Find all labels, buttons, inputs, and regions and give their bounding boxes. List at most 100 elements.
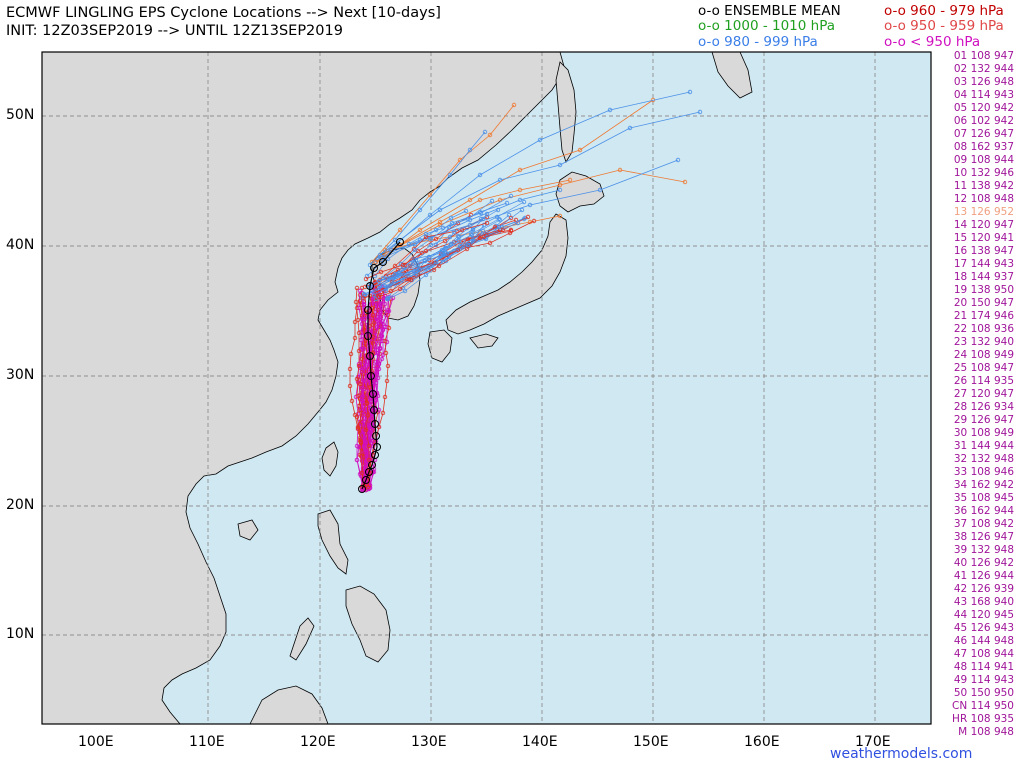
member-entry: 09 108 944: [953, 154, 1014, 166]
mean-track-point: [396, 238, 404, 246]
track-point: [361, 386, 367, 392]
y-tick-30n: 30N: [6, 367, 35, 383]
track-point: [607, 107, 613, 113]
track-point: [477, 197, 483, 203]
track-point: [423, 234, 429, 240]
member-track-tail: [381, 189, 561, 259]
track-point: [356, 330, 362, 336]
track-point: [383, 288, 389, 294]
track-point: [577, 147, 583, 153]
track-point: [484, 220, 490, 226]
track-point: [348, 351, 354, 357]
track-point: [399, 277, 405, 283]
land-luzon: [317, 509, 349, 575]
track-point: [506, 212, 512, 218]
member-entry: 39 132 948: [953, 544, 1014, 556]
track-point: [377, 282, 383, 288]
land-palawan: [289, 617, 315, 661]
member-track-tail: [378, 230, 512, 298]
track-point: [428, 242, 434, 248]
member-track-tail: [361, 227, 468, 299]
track-point: [687, 89, 693, 95]
track-point: [375, 350, 381, 356]
land-borneo: [249, 685, 329, 725]
mean-track-point: [370, 406, 378, 414]
member-entry: 36 162 944: [953, 505, 1014, 517]
track-point: [627, 125, 633, 131]
track-point: [489, 198, 495, 204]
track-point: [363, 427, 369, 433]
credit-text: weathermodels.com: [830, 746, 973, 762]
member-track-tail: [368, 209, 499, 286]
track-point: [557, 187, 563, 193]
track-point: [557, 182, 563, 188]
track-point: [521, 216, 527, 222]
track-point: [597, 187, 603, 193]
track-point: [352, 335, 358, 341]
land-shikoku: [469, 333, 499, 349]
member-entry: 19 138 950: [953, 284, 1014, 296]
track-point: [467, 197, 473, 203]
member-entry: 04 114 943: [953, 89, 1014, 101]
track-point: [386, 308, 392, 314]
member-track-tail: [379, 111, 701, 256]
ensemble-tracks: [347, 89, 703, 493]
track-point: [368, 399, 374, 405]
land-sakhalin: [555, 61, 577, 163]
track-point: [423, 231, 429, 237]
track-point: [433, 259, 439, 265]
track-point: [354, 376, 360, 382]
track-point: [527, 202, 533, 208]
track-point: [504, 200, 510, 206]
track-point: [366, 429, 372, 435]
legend-960-979: o-o 960 - 979 hPa: [884, 3, 1004, 19]
member-entry: 44 120 945: [953, 609, 1014, 621]
y-tick-40n: 40N: [6, 237, 35, 253]
track-point: [515, 220, 521, 226]
track-point: [371, 320, 377, 326]
member-entry: 49 114 943: [953, 674, 1014, 686]
member-track-tail: [365, 222, 488, 280]
track-point: [697, 109, 703, 115]
track-point: [456, 238, 462, 244]
legend-980-999: o-o 980 - 999 hPa: [698, 34, 818, 50]
chart-title: ECMWF LINGLING EPS Cyclone Locations -->…: [6, 5, 441, 21]
mean-track-point: [358, 485, 366, 493]
land-masses: [41, 51, 753, 725]
track-point: [369, 305, 375, 311]
member-entry: 46 144 948: [953, 635, 1014, 647]
member-track-tail: [382, 195, 512, 279]
mean-track-point: [371, 420, 379, 428]
y-tick-50n: 50N: [6, 107, 35, 123]
legend-below-950: o-o < 950 hPa: [884, 34, 981, 50]
track-point: [385, 307, 391, 313]
track-point: [359, 470, 365, 476]
member-track-tail: [374, 91, 691, 263]
member-entry: 30 108 949: [953, 427, 1014, 439]
track-point: [359, 368, 365, 374]
track-point: [439, 250, 445, 256]
track-point: [419, 250, 425, 256]
track-point: [487, 240, 493, 246]
member-track-tail: [386, 209, 523, 300]
track-point: [374, 324, 380, 330]
track-point: [373, 259, 379, 265]
legend-1000-1010: o-o 1000 - 1010 hPa: [698, 18, 836, 34]
track-point: [382, 338, 388, 344]
land-kyushu: [427, 329, 453, 363]
x-tick-120e: 120E: [300, 734, 336, 750]
track-point: [380, 410, 386, 416]
track-point: [469, 232, 475, 238]
track-point: [508, 193, 514, 199]
track-point: [477, 172, 483, 178]
track-point: [467, 147, 473, 153]
track-point: [436, 263, 442, 269]
track-point: [495, 207, 501, 213]
map-frame: [41, 51, 932, 725]
track-point: [410, 261, 416, 267]
track-point: [361, 302, 367, 308]
mean-track-point: [366, 282, 374, 290]
track-point: [417, 227, 423, 233]
track-point: [357, 381, 363, 387]
